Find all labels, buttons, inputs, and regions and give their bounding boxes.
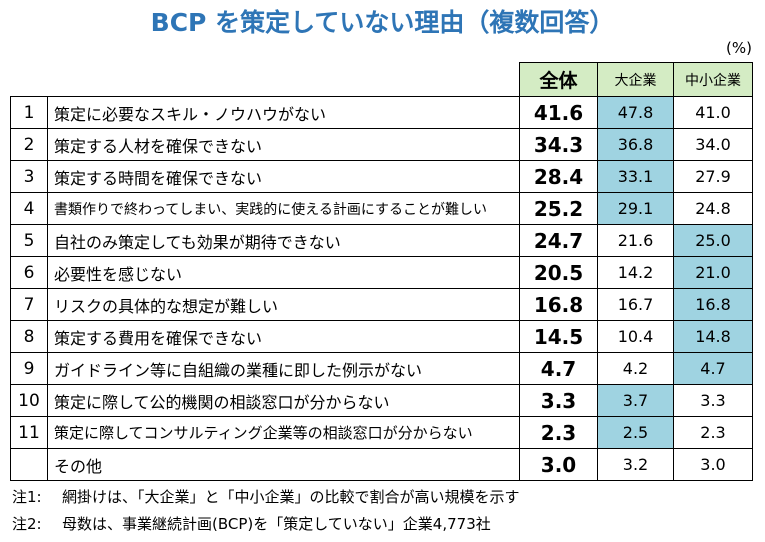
note-2-text: 母数は、事業継続計画(BCP)を「策定していない」企業4,773社 [62, 515, 491, 533]
reason-cell: 策定する人材を確保できない [47, 128, 520, 161]
value-cell-large-enterprise: 3.2 [597, 448, 674, 481]
table-body: 1 策定に必要なスキル・ノウハウがない 41.6 47.8 41.0 2 策定する人材を確保… [10, 96, 753, 481]
value-cell-total: 16.8 [519, 288, 598, 321]
reason-cell: ガイドライン等に自組織の業種に即した例示がない [47, 352, 520, 385]
value-cell-sme: 16.8 [673, 288, 753, 321]
table-row: 5 自社のみ策定しても効果が期待できない 24.7 21.6 25.0 [10, 224, 753, 257]
reason-cell: 策定に際してコンサルティング企業等の相談窓口が分からない [47, 416, 520, 449]
value-cell-sme: 34.0 [673, 128, 753, 161]
value-cell-total: 4.7 [519, 352, 598, 385]
rank-cell: 6 [10, 256, 48, 289]
value-cell-total: 2.3 [519, 416, 598, 449]
rank-cell: 11 [10, 416, 48, 449]
rank-cell: 5 [10, 224, 48, 257]
value-cell-large-enterprise: 3.7 [597, 384, 674, 417]
note-1-text: 網掛けは、「大企業」と「中小企業」の比較で割合が高い規模を示す [62, 488, 520, 506]
reason-cell: 策定に必要なスキル・ノウハウがない [47, 96, 520, 129]
value-cell-sme: 3.3 [673, 384, 753, 417]
table-row: 2 策定する人材を確保できない 34.3 36.8 34.0 [10, 128, 753, 161]
note-1: 注1: 網掛けは、「大企業」と「中小企業」の比較で割合が高い規模を示す [12, 487, 520, 507]
note-2: 注2: 母数は、事業継続計画(BCP)を「策定していない」企業4,773社 [12, 514, 491, 534]
table-row: 3 策定する時間を確保できない 28.4 33.1 27.9 [10, 160, 753, 193]
value-cell-total: 24.7 [519, 224, 598, 257]
chart-title: BCP を策定していない理由（複数回答） [150, 8, 615, 37]
value-cell-large-enterprise: 36.8 [597, 128, 674, 161]
value-cell-sme: 14.8 [673, 320, 753, 353]
value-cell-sme: 21.0 [673, 256, 753, 289]
reason-cell: 自社のみ策定しても効果が期待できない [47, 224, 520, 257]
value-cell-total: 28.4 [519, 160, 598, 193]
rank-cell: 2 [10, 128, 48, 161]
reason-cell: 必要性を感じない [47, 256, 520, 289]
table-row: 11 策定に際してコンサルティング企業等の相談窓口が分からない 2.3 2.5 2.3 [10, 416, 753, 449]
rank-cell: 3 [10, 160, 48, 193]
column-header-sme: 中小企業 [673, 62, 753, 97]
value-cell-large-enterprise: 29.1 [597, 192, 674, 225]
value-cell-sme: 2.3 [673, 416, 753, 449]
reason-cell: 策定する時間を確保できない [47, 160, 520, 193]
note-1-label: 注1: [12, 488, 42, 506]
header-row: 全体 大企業 中小企業 [11, 62, 753, 97]
value-cell-large-enterprise: 33.1 [597, 160, 674, 193]
table-row: 4 書類作りで終わってしまい、実践的に使える計画にすることが難しい 25.2 29.1… [10, 192, 753, 225]
value-cell-large-enterprise: 2.5 [597, 416, 674, 449]
header-blank-reason [48, 63, 520, 97]
column-header-large-enterprise: 大企業 [597, 62, 674, 97]
reason-cell: その他 [47, 448, 520, 481]
value-cell-sme: 27.9 [673, 160, 753, 193]
value-cell-sme: 24.8 [673, 192, 753, 225]
value-cell-large-enterprise: 47.8 [597, 96, 674, 129]
value-cell-sme: 25.0 [673, 224, 753, 257]
value-cell-large-enterprise: 4.2 [597, 352, 674, 385]
table-row: 9 ガイドライン等に自組織の業種に即した例示がない 4.7 4.2 4.7 [10, 352, 753, 385]
value-cell-total: 3.0 [519, 448, 598, 481]
value-cell-total: 20.5 [519, 256, 598, 289]
rank-cell [10, 448, 48, 481]
table-row: 7 リスクの具体的な想定が難しい 16.8 16.7 16.8 [10, 288, 753, 321]
reason-cell: リスクの具体的な想定が難しい [47, 288, 520, 321]
reason-cell: 策定に際して公的機関の相談窓口が分からない [47, 384, 520, 417]
table-header: 全体 大企業 中小企業 [11, 62, 753, 97]
rank-cell: 1 [10, 96, 48, 129]
value-cell-total: 41.6 [519, 96, 598, 129]
value-cell-large-enterprise: 16.7 [597, 288, 674, 321]
unit-label: (%) [726, 39, 752, 57]
table-row: 6 必要性を感じない 20.5 14.2 21.0 [10, 256, 753, 289]
rank-cell: 9 [10, 352, 48, 385]
value-cell-sme: 41.0 [673, 96, 753, 129]
note-2-label: 注2: [12, 515, 42, 533]
rank-cell: 10 [10, 384, 48, 417]
table-row: 8 策定する費用を確保できない 14.5 10.4 14.8 [10, 320, 753, 353]
table-row: 1 策定に必要なスキル・ノウハウがない 41.6 47.8 41.0 [10, 96, 753, 129]
data-table: 全体 大企業 中小企業 1 策定に必要なスキル・ノウハウがない 41.6 47.8 41… [10, 62, 753, 481]
value-cell-total: 34.3 [519, 128, 598, 161]
table-row: 10 策定に際して公的機関の相談窓口が分からない 3.3 3.7 3.3 [10, 384, 753, 417]
column-header-total: 全体 [519, 62, 598, 97]
rank-cell: 4 [10, 192, 48, 225]
value-cell-large-enterprise: 21.6 [597, 224, 674, 257]
reason-cell: 策定する費用を確保できない [47, 320, 520, 353]
rank-cell: 8 [10, 320, 48, 353]
value-cell-large-enterprise: 10.4 [597, 320, 674, 353]
value-cell-total: 14.5 [519, 320, 598, 353]
value-cell-large-enterprise: 14.2 [597, 256, 674, 289]
value-cell-total: 25.2 [519, 192, 598, 225]
rank-cell: 7 [10, 288, 48, 321]
header-blank-rank [11, 63, 48, 97]
table-row: その他 3.0 3.2 3.0 [10, 448, 753, 481]
value-cell-sme: 4.7 [673, 352, 753, 385]
reason-cell: 書類作りで終わってしまい、実践的に使える計画にすることが難しい [47, 192, 520, 225]
value-cell-sme: 3.0 [673, 448, 753, 481]
value-cell-total: 3.3 [519, 384, 598, 417]
